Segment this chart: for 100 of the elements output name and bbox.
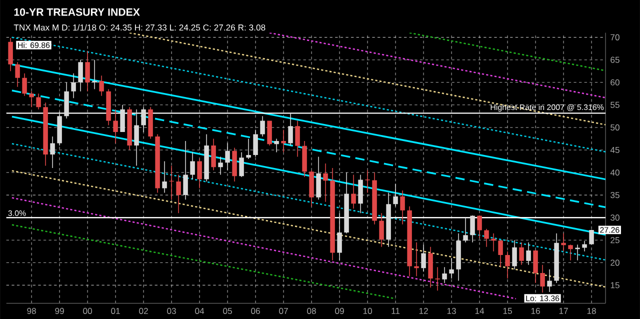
candlestick [358,174,363,214]
candlestick [533,250,538,283]
candlestick [50,136,55,168]
candlestick [15,62,20,87]
x-tick-label: 99 [55,308,64,314]
y-tick-label: 35 [610,192,620,198]
candlestick [36,94,41,110]
x-tick-label: 01 [111,308,120,314]
candlestick [169,166,174,200]
candlestick [428,246,433,288]
candlestick [162,161,167,193]
candlestick [190,152,195,180]
candlestick [204,134,209,182]
candlestick [372,172,377,224]
candlestick [463,218,468,242]
candlestick [99,76,104,96]
candlestick [330,168,335,260]
candlestick [148,107,153,139]
y-tick-label: 30 [610,214,620,221]
candlestick [491,233,496,252]
x-tick-label: 02 [139,308,148,314]
x-tick-label: 04 [195,308,204,314]
candlestick [582,240,587,252]
y-tick-label: 40 [610,169,620,176]
candlestick [337,213,342,260]
candlestick [554,233,559,283]
y-tick-label: 65 [610,56,620,63]
candlestick [120,104,125,132]
y-tick-label: 70 [610,34,620,40]
candlestick [470,215,475,242]
candlestick [309,170,314,206]
candlestick [421,244,426,272]
candlestick [435,267,440,291]
candlestick [344,172,349,234]
x-tick-label: 98 [27,308,36,314]
candlestick [246,138,251,159]
candlestick [386,192,391,247]
candlestick [92,60,97,90]
candlestick [288,113,293,146]
candlestick [141,107,146,132]
candlestick [512,240,517,270]
candlestick [575,244,580,260]
x-tick-label: 05 [223,308,232,314]
candlestick [211,138,216,170]
y-tick-label: 45 [610,146,620,153]
candlestick [407,206,412,276]
candlestick [64,82,69,118]
candlestick [519,242,524,265]
candlestick [232,148,237,182]
candlestick [323,163,328,202]
candlestick [456,233,461,281]
candlestick [302,140,307,177]
candlestick [449,258,454,278]
x-tick-label: 07 [279,308,288,314]
x-tick-label: 03 [167,308,176,314]
x-tick-label: 16 [531,308,540,314]
x-tick-label: 09 [335,308,344,314]
candlestick [253,130,258,157]
y-tick-label: 15 [610,282,620,288]
candlestick [498,240,503,268]
x-tick-label: 00 [83,308,92,314]
y-tick-label: 50 [610,124,620,130]
candlestick [351,174,356,209]
candlestick [442,267,447,283]
candlestick [505,251,510,278]
candlestick [113,109,118,144]
candlestick [225,143,230,170]
candlestick [295,120,300,157]
y-tick-label: 55 [610,102,620,108]
candlestick [526,242,531,265]
candlestick [218,156,223,175]
candlestick [78,60,83,92]
x-tick-label: 17 [559,308,568,314]
candlestick [197,158,202,188]
chart-title: 10-YR TREASURY INDEX [14,8,140,16]
x-tick-label: 12 [419,308,428,314]
x-tick-label: 06 [251,308,260,314]
candlestick [267,120,272,146]
candlestick [379,213,384,247]
candlestick [155,134,160,193]
candlestick [71,73,76,98]
candlestick [183,140,188,200]
candlestick [414,242,419,276]
candlestick [260,116,265,136]
candlestick [400,190,405,224]
y-tick-label: 60 [610,79,620,86]
x-tick-label: 18 [587,308,596,314]
candlestick [43,102,48,166]
candlestick [540,264,545,293]
x-tick-label: 14 [475,308,484,314]
y-tick-label: 20 [610,260,620,266]
candlestick [239,152,244,177]
candlestick [561,233,566,252]
candlestick [29,91,34,108]
candlestick [176,174,181,214]
candlestick [8,38,13,72]
candlestick [22,73,27,96]
x-tick-label: 08 [307,308,316,314]
candlestick [316,156,321,200]
candlestick [127,107,132,150]
